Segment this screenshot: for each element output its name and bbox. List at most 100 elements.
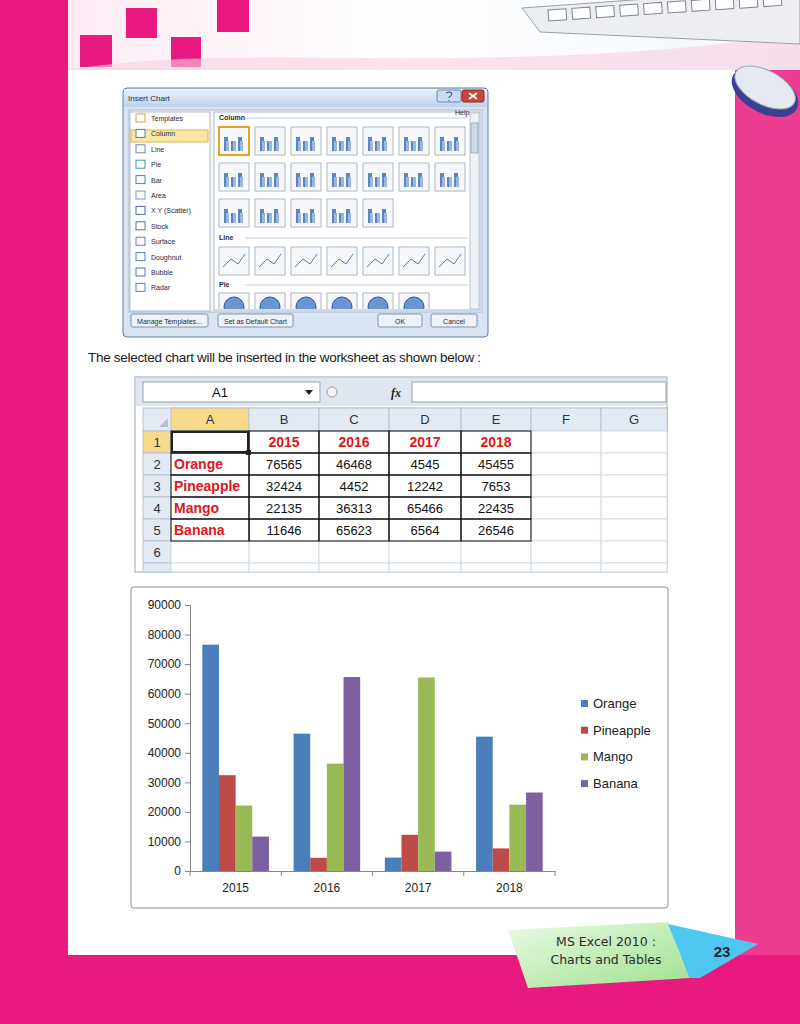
icon-bar (231, 141, 235, 151)
cell (601, 519, 667, 541)
bar (418, 678, 435, 871)
gallery-items: ColumnLinePie (219, 114, 468, 309)
category-separator (281, 871, 282, 876)
column-header (389, 408, 461, 431)
chart-icon (291, 199, 321, 227)
dialog-body (129, 110, 482, 312)
y-tick: 80000 (148, 628, 190, 642)
x-tick: 2018 (496, 881, 523, 895)
bar (202, 645, 219, 871)
chart-icon (399, 293, 429, 309)
x-axis: 2015201620172018 (191, 872, 556, 895)
cell (461, 431, 531, 453)
icon-bar (269, 141, 272, 151)
cell (389, 453, 461, 475)
cell (171, 431, 249, 453)
cell-value: 22435 (478, 501, 514, 516)
icon-pie (332, 297, 352, 309)
chart-icon (399, 247, 429, 275)
help-button (437, 90, 461, 102)
data-cell-border (249, 519, 319, 541)
icon-bar (276, 177, 279, 187)
cancel-icon (327, 387, 337, 397)
y-tick: 10000 (148, 835, 190, 849)
chart-icon (219, 247, 249, 275)
key (644, 2, 663, 14)
y-tick: 70000 (148, 657, 190, 671)
y-tick-mark (185, 664, 190, 665)
icon-bar (375, 141, 379, 151)
legend-label: Mango (593, 749, 633, 764)
chart-type-item: Radar (151, 284, 171, 291)
y-tick-mark (185, 635, 190, 636)
dropdown-arrow (305, 390, 313, 395)
data-cell-border (389, 453, 461, 475)
icon-bar (339, 141, 343, 151)
button-label: OK (395, 318, 405, 325)
dialog-button (131, 314, 208, 327)
column-label: 2018 (480, 434, 511, 450)
icon-bar (384, 177, 387, 187)
column-header-bar (143, 408, 667, 431)
cell (601, 453, 667, 475)
y-axis: 0100002000030000400005000060000700008000… (148, 598, 191, 878)
cell-value: 6564 (411, 523, 440, 538)
icon-bar (233, 213, 236, 223)
icon-bar (260, 209, 264, 223)
icon-bar (382, 209, 386, 223)
close-button (462, 90, 484, 102)
row-header (143, 453, 171, 475)
icon-bar (418, 173, 422, 187)
icon-bar (260, 137, 264, 151)
icon-bar (382, 137, 386, 151)
data-cell-border (171, 431, 249, 453)
bar (476, 737, 493, 871)
icon-bar (276, 141, 279, 151)
type-icon (136, 253, 145, 261)
data-cell-border (461, 453, 531, 475)
section-rule (245, 285, 468, 286)
icon-bar (310, 209, 314, 223)
chart-icon (363, 127, 393, 155)
column-header (319, 408, 389, 431)
icon-bar (449, 141, 452, 151)
legend-label: Banana (593, 776, 639, 791)
icon-bar (224, 209, 228, 223)
icon-bar (267, 213, 271, 223)
icon-bar (413, 141, 416, 151)
y-tick: 60000 (148, 687, 190, 701)
y-tick-label: 0 (174, 864, 181, 878)
cell (531, 431, 601, 453)
data-cell-border (389, 519, 461, 541)
cell (461, 519, 531, 541)
dialog-titlebar (124, 89, 487, 107)
icon-bar (226, 213, 229, 223)
side-strip (735, 70, 800, 955)
chart-icon (327, 293, 357, 309)
row-number: 2 (153, 457, 160, 472)
bar (219, 775, 236, 871)
cell (389, 541, 461, 563)
icon-bar (368, 137, 372, 151)
cell (249, 475, 319, 497)
type-icon (136, 222, 145, 230)
cell (319, 519, 389, 541)
icon-bar (447, 141, 451, 151)
icon-bar (334, 177, 337, 187)
caption: The selected chart will be inserted in t… (88, 350, 481, 365)
icon-bar (368, 209, 372, 223)
icon-bar (442, 141, 445, 151)
legend-swatch (581, 753, 588, 760)
chart-icon (363, 163, 393, 191)
icon-bar (231, 213, 235, 223)
y-tick: 40000 (148, 746, 190, 760)
icon-bar (377, 141, 380, 151)
icon-bar (406, 141, 409, 151)
page-sheet (68, 70, 735, 955)
x-tick: 2017 (405, 881, 432, 895)
icon-bar (348, 213, 351, 223)
cell (389, 431, 461, 453)
icon-bar (274, 137, 278, 151)
chart-icon (363, 199, 393, 227)
icon-bar (269, 177, 272, 187)
